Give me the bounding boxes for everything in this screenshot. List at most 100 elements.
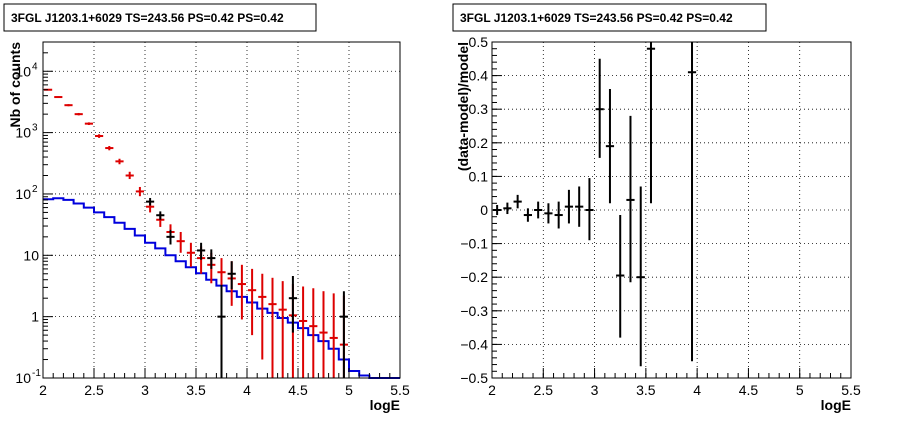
right-series	[493, 42, 697, 367]
residual-point	[554, 201, 563, 229]
data-point	[197, 242, 206, 260]
right-x-ticks: 2 2.5 3 3.5 4 4.5 5 5.5	[488, 368, 861, 398]
model-point	[54, 96, 63, 99]
left-x-axis-label: logE	[370, 397, 400, 413]
residual-point	[626, 115, 635, 283]
residual-point	[523, 208, 533, 222]
right-title-box	[452, 3, 767, 32]
right-y-ticks: −0.5 −0.4 −0.3 −0.2 −0.1 0 0.1 0.2 0.3 0.4 0.5	[460, 34, 502, 386]
x-tick-label: 4.5	[288, 382, 308, 398]
residual-point	[636, 186, 645, 367]
right-title: 3FGL J1203.1+6029 TS=243.56 PS=0.42 PS=0…	[460, 11, 733, 25]
left-y-axis-label: Nb of counts	[7, 42, 23, 128]
residual-point	[564, 189, 574, 224]
y-tick-exponent: 3	[32, 123, 38, 134]
y-tick-label: 10	[15, 370, 31, 386]
left-x-ticks: 2 2.5 3 3.5 4 4.5 5 5.5	[39, 368, 410, 398]
data-point	[217, 284, 226, 378]
y-tick-label: 0.4	[469, 68, 489, 84]
x-tick-label: 4.5	[739, 382, 759, 398]
model-point	[309, 288, 318, 378]
model-point	[258, 273, 267, 360]
data-point	[166, 229, 175, 245]
residual-point	[616, 215, 625, 338]
model-point	[268, 277, 277, 378]
y-tick-label: −0.4	[460, 336, 488, 352]
y-tick-exponent: -1	[32, 368, 41, 379]
residual-point	[544, 203, 553, 224]
x-tick-label: 4	[693, 382, 701, 398]
data-point	[339, 291, 348, 378]
residual-point	[503, 202, 512, 215]
data-point	[146, 197, 155, 206]
residual-point	[595, 58, 604, 158]
y-tick-exponent: 4	[32, 61, 38, 72]
right-x-axis-label: logE	[821, 397, 851, 413]
data-point	[227, 261, 236, 290]
left-series	[43, 88, 400, 379]
x-tick-label: 5	[796, 382, 804, 398]
model-point	[125, 171, 134, 180]
residual-point	[687, 42, 697, 362]
y-tick-label: 0.3	[469, 101, 489, 117]
model-point	[329, 293, 338, 378]
x-tick-label: 5.5	[841, 382, 861, 398]
y-tick-label: −0.5	[460, 370, 488, 386]
model-point	[95, 134, 104, 138]
y-tick-label: −0.2	[460, 269, 488, 285]
y-tick-label: 1	[31, 309, 39, 325]
x-tick-label: 3.5	[636, 382, 656, 398]
residual-point	[513, 194, 522, 209]
model-point	[115, 158, 124, 165]
residual-point	[646, 42, 656, 204]
x-tick-label: 2	[488, 382, 496, 398]
right-panel: 3FGL J1203.1+6029 TS=243.56 PS=0.42 PS=0…	[452, 3, 861, 413]
model-step-line	[43, 197, 400, 379]
model-point	[278, 281, 287, 378]
x-tick-label: 3	[591, 382, 599, 398]
model-point	[105, 146, 114, 151]
data-point	[207, 249, 216, 269]
y-tick-label: 0.5	[469, 34, 489, 50]
model-point	[84, 122, 93, 126]
right-grid	[491, 41, 852, 379]
x-tick-label: 5	[345, 382, 353, 398]
x-tick-label: 2	[39, 382, 47, 398]
y-tick-label: 10	[23, 247, 39, 263]
left-plot-frame	[42, 41, 401, 379]
model-point	[176, 231, 185, 253]
x-tick-label: 3	[141, 382, 149, 398]
model-point	[319, 291, 328, 378]
y-tick-label: 0.2	[469, 135, 489, 151]
data-point	[288, 275, 297, 333]
y-tick-exponent: 2	[32, 184, 38, 195]
x-tick-label: 4	[243, 382, 251, 398]
model-point	[237, 264, 246, 320]
x-tick-label: 3.5	[186, 382, 206, 398]
y-tick-label: −0.1	[460, 236, 488, 252]
y-tick-label: 0	[480, 202, 488, 218]
model-point	[64, 104, 73, 107]
x-tick-label: 2.5	[84, 382, 104, 398]
right-y-axis-label: (data-model)/model	[455, 42, 471, 171]
y-tick-label: 10	[15, 63, 31, 79]
model-point	[299, 286, 308, 378]
left-title-box	[3, 3, 317, 32]
y-tick-label: −0.3	[460, 303, 488, 319]
residual-point	[534, 201, 543, 219]
left-panel: 3FGL J1203.1+6029 TS=243.56 PS=0.42 PS=0…	[3, 3, 410, 413]
x-tick-label: 5.5	[390, 382, 410, 398]
model-point	[135, 186, 144, 197]
y-tick-label: 0.1	[469, 168, 489, 184]
data-point	[156, 211, 165, 220]
left-title: 3FGL J1203.1+6029 TS=243.56 PS=0.42 PS=0…	[11, 11, 284, 25]
model-point	[248, 268, 257, 336]
residual-point	[585, 178, 594, 241]
y-tick-label: 10	[15, 186, 31, 202]
model-point	[74, 112, 83, 116]
residual-point	[605, 89, 615, 204]
y-tick-label: 10	[15, 125, 31, 141]
model-point	[186, 242, 195, 267]
